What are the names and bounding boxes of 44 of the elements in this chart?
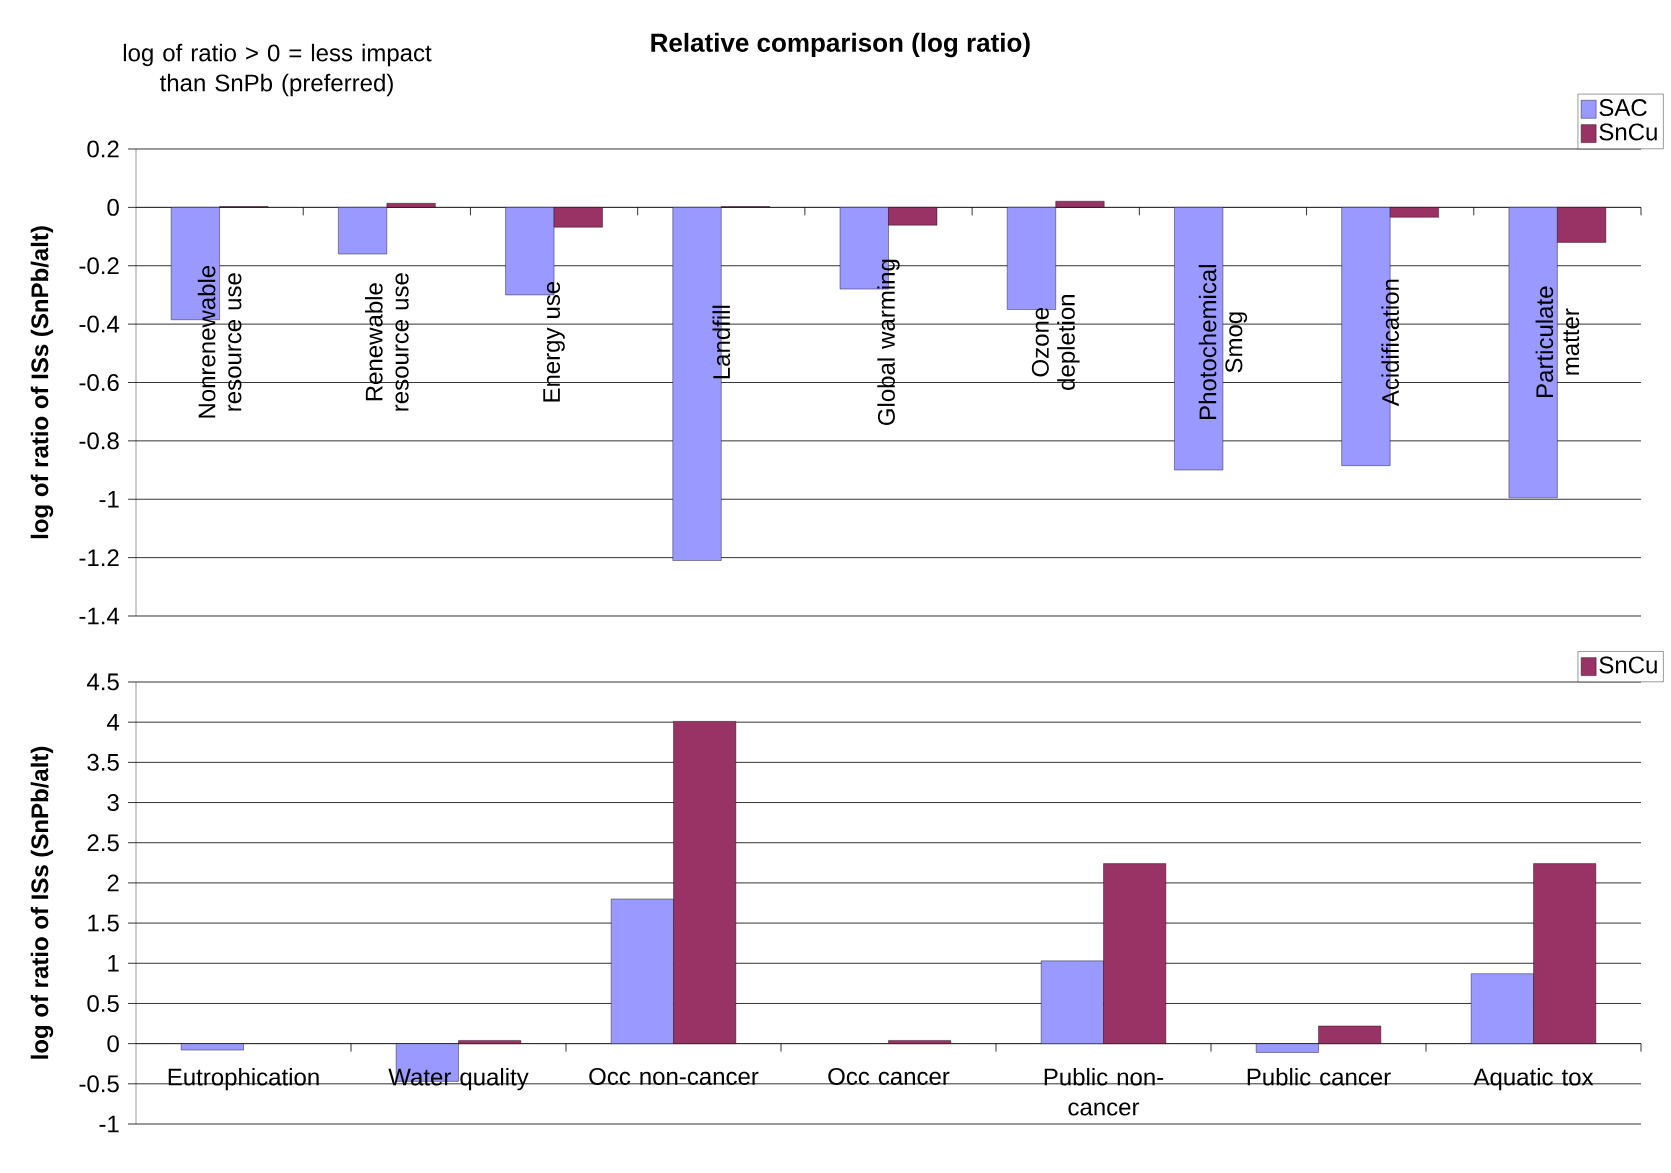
x-tick-label: Occ non-cancer	[589, 1067, 759, 1085]
x-tick-label: Global warming	[877, 259, 900, 426]
y-tick-label: 0.5	[87, 994, 119, 1012]
legend-label: SnCu	[1599, 656, 1657, 674]
y-tick-label: 1.5	[88, 914, 119, 932]
y-tick-label: 4.5	[86, 673, 119, 691]
y-tick-label: 3.5	[87, 753, 119, 771]
y-tick-label: -1	[99, 1115, 119, 1133]
x-tick-label: Acidification	[1381, 279, 1399, 407]
x-tick-label: Occ cancer	[828, 1067, 950, 1085]
x-tick-label: Eutrophication	[168, 1067, 319, 1091]
y-tick-label: 4	[107, 713, 120, 731]
y-tick-label: -0.5	[79, 1075, 119, 1093]
y-tick-label: 0.2	[87, 140, 119, 158]
y-tick-label: -0.8	[79, 432, 119, 450]
x-tick-label: Nonrenewable resource use	[197, 265, 242, 418]
x-tick-label: Photochemical Smog	[1198, 265, 1248, 419]
x-tick-label: Aquatic tox	[1473, 1067, 1594, 1091]
x-tick-label: Public non-cancer	[1044, 1067, 1164, 1116]
y-tick-label: -0.2	[79, 257, 119, 275]
x-tick-label: Renewable resource use	[365, 273, 409, 411]
x-tick-label: Ozone depletion	[1031, 295, 1080, 390]
chart-title: Relative comparison (log ratio)	[651, 32, 1030, 58]
y-tick-label: 1	[108, 955, 119, 972]
y-tick-label: 0	[107, 1035, 119, 1053]
y-tick-label: -1	[99, 490, 119, 508]
x-tick-label: Public cancer	[1247, 1067, 1391, 1086]
legend-label: SnCu	[1599, 123, 1657, 141]
y-axis-title: log of ratio of ISs (SnPb/alt)	[30, 226, 54, 539]
y-tick-label: 0	[107, 198, 119, 216]
x-tick-label: Particulate matter	[1535, 286, 1580, 397]
x-tick-label: Landfill	[712, 305, 731, 379]
legend-label: SAC	[1599, 99, 1647, 117]
y-tick-label: -0.4	[79, 315, 120, 333]
x-tick-label: Energy use	[543, 281, 565, 402]
text: log of ratio > 0 = less impact than SnPb (preferred)	[123, 43, 432, 97]
y-tick-label: -1.4	[79, 607, 120, 625]
y-tick-label: 2.5	[87, 834, 119, 852]
x-tick-label: Water quality	[388, 1067, 529, 1091]
y-tick-label: 3	[107, 794, 119, 812]
y-tick-label: 2	[107, 874, 119, 892]
y-tick-label: -0.6	[79, 373, 119, 391]
y-axis-title: log of ratio of ISs (SnPb/alt)	[30, 746, 54, 1059]
y-tick-label: -1.2	[79, 549, 119, 566]
